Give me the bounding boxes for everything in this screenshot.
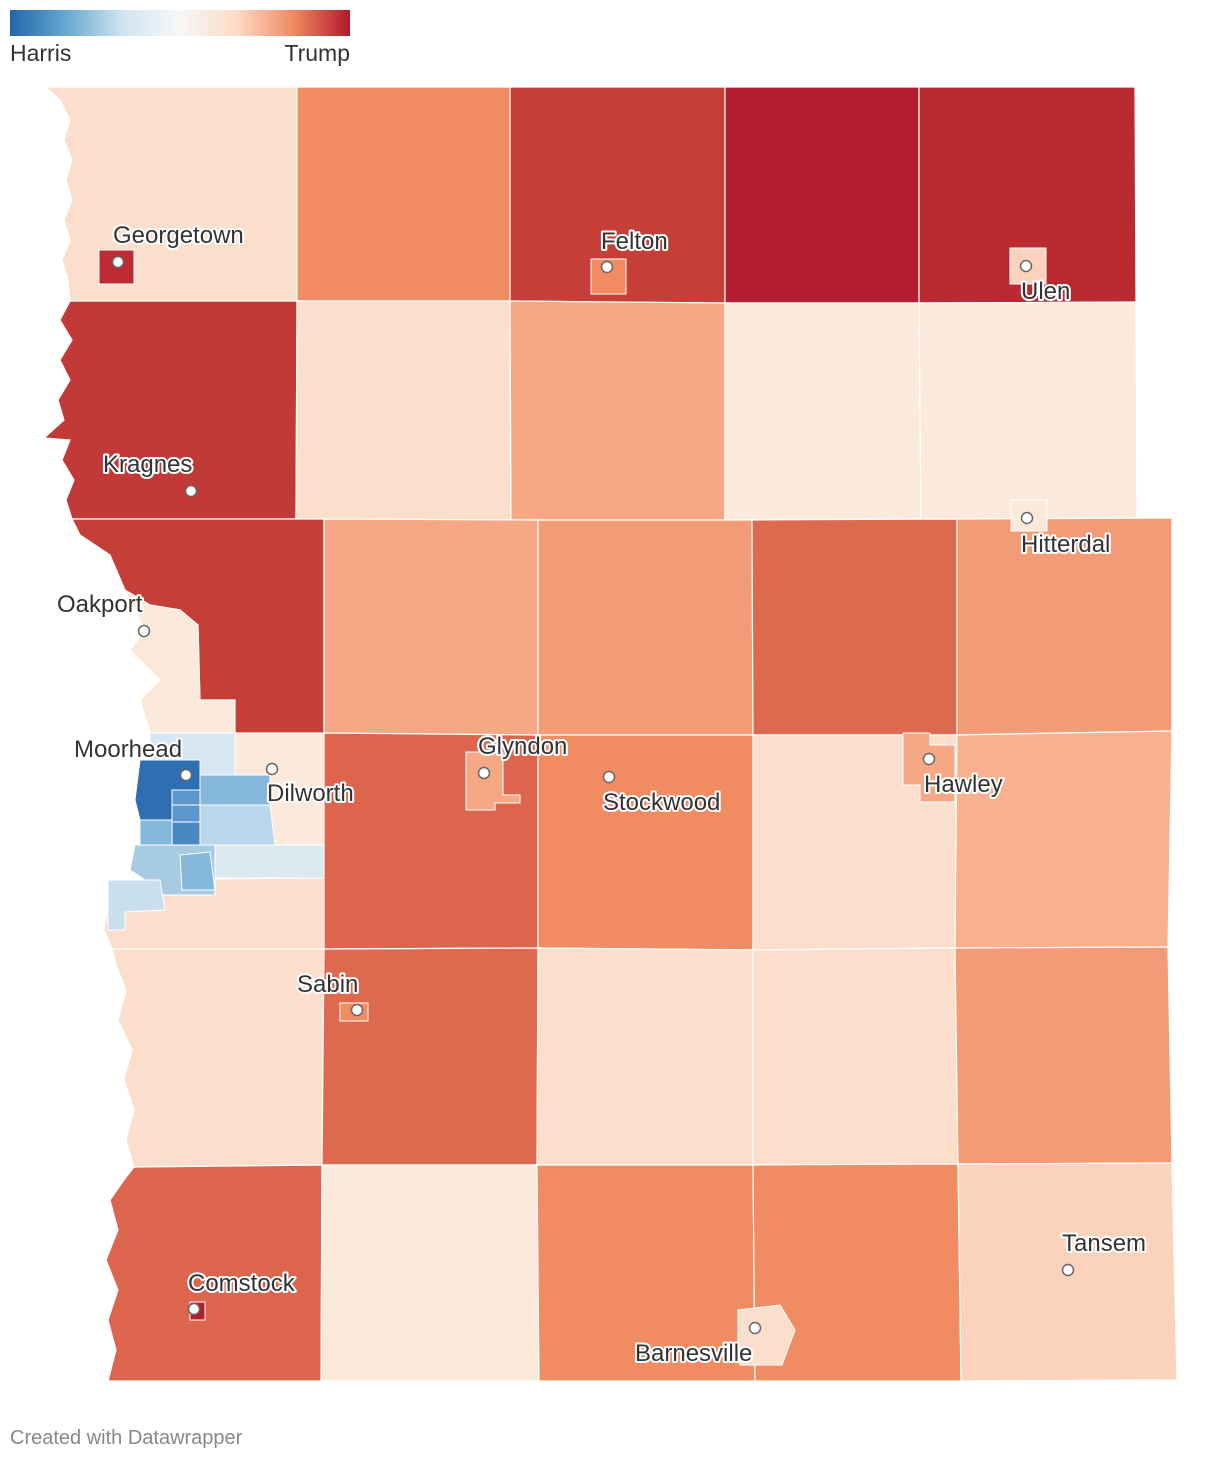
town-marker-oakport [137,624,151,638]
town-label-barnesville: Barnesville [635,1340,752,1367]
region-twp-r4c5 [954,730,1173,949]
town-glyndon: Glyndon [476,731,569,780]
town-georgetown: Georgetown [111,220,246,269]
town-marker-barnesville [748,1321,762,1335]
town-label-stockwood: Stockwood [603,789,720,816]
overlay-moorhead-precinct-e [199,804,276,846]
region-twp-r1c1 [43,86,298,302]
town-marker-hawley [922,752,936,766]
overlay-felton-town [590,258,627,295]
town-label-moorhead: Moorhead [74,736,182,763]
town-marker-tansem [1061,1263,1075,1277]
town-comstock: Comstock [186,1268,298,1316]
town-barnesville: Barnesville [633,1321,762,1369]
region-twp-r5c5 [954,946,1173,1165]
region-twp-r3c4 [751,518,958,736]
color-legend: Harris Trump [10,10,350,70]
overlay-barnesville-town [737,1304,796,1366]
legend-gradient-bar [10,10,350,36]
region-twp-r2c5 [918,301,1138,520]
region-twp-r2c2 [295,300,512,521]
town-label-glyndon: Glyndon [478,733,567,760]
town-sabin: Sabin [295,969,364,1017]
overlay-moorhead-precinct-b [199,774,271,806]
town-label-kragnes: Kragnes [103,451,192,478]
region-twp-r5c3 [536,947,754,1166]
overlay-hawley-town [902,732,956,803]
town-label-oakport: Oakport [57,591,143,618]
overlay-moorhead-precinct-a [171,789,201,806]
legend-label-harris: Harris [10,40,72,66]
town-marker-dilworth [265,762,279,776]
overlay-moorhead-precinct-d [171,804,201,823]
region-twp-r2c3 [509,300,726,521]
town-layer: Georgetown Felton Ulen Kragnes Hitterdal Oakp… [55,220,1148,1369]
overlay-moorhead-precinct-i [214,844,325,879]
town-marker-stockwood [602,770,616,784]
region-twp-r4c2 [323,732,539,950]
region-twp-r3c2 [323,518,539,736]
town-marker-comstock [187,1302,201,1316]
region-twp-r2c4 [724,302,922,521]
town-hitterdal: Hitterdal [1019,511,1112,560]
town-label-tansem: Tansem [1062,1230,1146,1257]
town-hawley: Hawley [922,752,1005,800]
region-twp-r5c4 [752,947,959,1166]
region-twp-r1c4 [724,86,920,304]
town-label-georgetown: Georgetown [113,222,244,249]
region-twp-r5c1 [111,948,325,1168]
region-twp-r3c3 [537,519,754,736]
town-marker-felton [600,260,614,274]
footer-credit: Created with Datawrapper [10,1427,243,1449]
town-marker-kragnes [184,484,198,498]
town-tansem: Tansem [1060,1228,1148,1277]
legend-label-trump: Trump [284,40,350,66]
town-marker-hitterdal [1020,511,1034,525]
overlay-moorhead-precinct-c [139,819,173,846]
town-marker-sabin [350,1003,364,1017]
town-ulen: Ulen [1019,259,1072,307]
region-twp-r1c2 [296,86,511,302]
region-layer [42,86,1178,1382]
town-label-sabin: Sabin [297,971,358,998]
region-twp-r2c1 [42,300,298,520]
town-label-hitterdal: Hitterdal [1021,531,1110,558]
town-label-ulen: Ulen [1021,278,1070,305]
overlay-glyndon-town [465,751,521,811]
town-label-dilworth: Dilworth [267,780,354,807]
town-oakport: Oakport [55,589,151,638]
town-stockwood: Stockwood [601,770,722,818]
town-marker-glyndon [477,766,491,780]
town-marker-ulen [1019,259,1033,273]
town-marker-moorhead [179,768,193,782]
town-marker-georgetown [111,255,125,269]
town-dilworth: Dilworth [265,762,356,809]
region-twp-r6c2 [320,1164,540,1382]
overlay-moorhead-precinct-h [179,851,216,891]
moorhead-precinct-layer [98,247,1048,1366]
town-label-hawley: Hawley [924,771,1003,798]
region-twp-r4c3 [537,734,754,951]
town-moorhead: Moorhead [72,734,193,782]
town-felton: Felton [599,226,670,274]
overlay-moorhead-precinct-f [171,821,201,846]
town-label-felton: Felton [601,228,668,255]
town-label-comstock: Comstock [188,1270,296,1297]
town-kragnes: Kragnes [101,449,198,498]
overlay-moorhead-precinct-j [107,879,166,931]
